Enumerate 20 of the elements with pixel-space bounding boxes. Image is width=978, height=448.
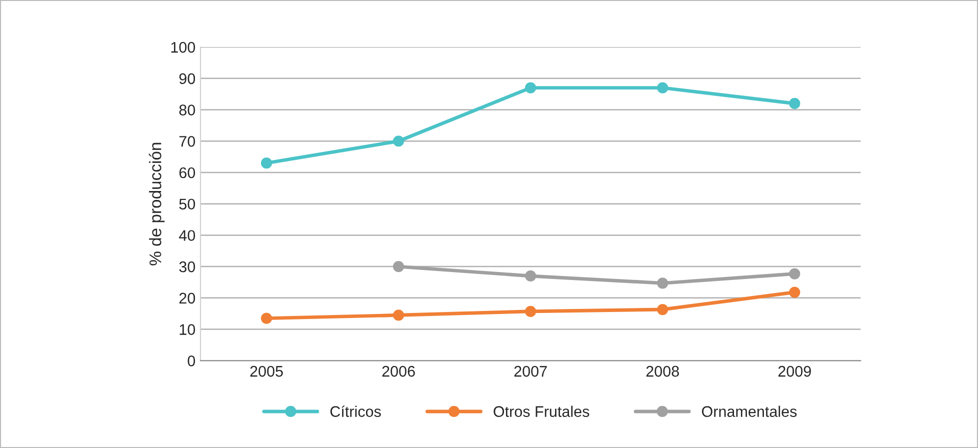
y-tick-label: 40 xyxy=(178,230,196,241)
y-tick-label: 80 xyxy=(179,104,196,116)
legend-label: Cítricos xyxy=(330,406,381,417)
y-tick-label: 0 xyxy=(188,356,196,366)
y-tick-label: 70 xyxy=(179,136,196,147)
y-tick-label: 90 xyxy=(179,73,196,84)
y-tick-label: 20 xyxy=(179,292,196,304)
legend-label: Ornamentales xyxy=(702,406,797,417)
y-tick-label: 10 xyxy=(180,324,196,335)
x-tick-label: 2006 xyxy=(382,366,415,377)
x-tick-label: 2007 xyxy=(514,366,547,377)
y-tick-label: 60 xyxy=(179,167,196,178)
y-tick-label: 50 xyxy=(179,198,196,210)
x-tick-label: 2009 xyxy=(778,366,811,377)
y-axis-title: % de producción xyxy=(148,142,165,266)
legend-label: Otros Frutales xyxy=(494,406,590,417)
y-tick-label: 30 xyxy=(179,261,196,272)
x-tick-label: 2008 xyxy=(646,366,679,377)
x-tick-label: 2005 xyxy=(250,366,283,377)
y-tick-label: 100 xyxy=(171,42,196,53)
